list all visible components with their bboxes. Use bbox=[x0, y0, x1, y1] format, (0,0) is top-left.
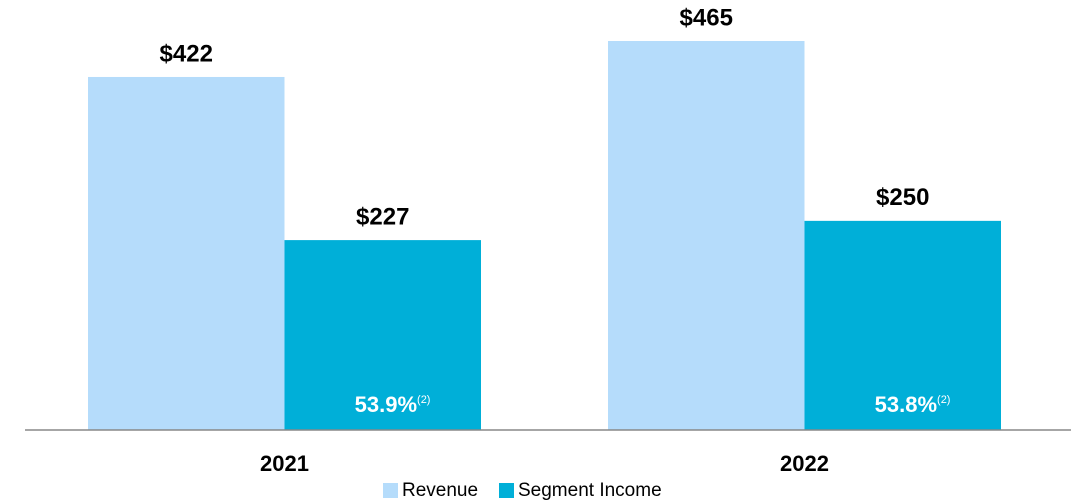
bar bbox=[284, 240, 481, 430]
legend-label: Segment Income bbox=[518, 480, 662, 501]
x-tick-label: 2022 bbox=[780, 451, 829, 476]
annotation: 53.9%(2) bbox=[355, 392, 431, 417]
bar bbox=[804, 220, 1001, 430]
value-label: $465 bbox=[680, 4, 733, 31]
x-tick-label: 2021 bbox=[260, 451, 309, 476]
value-label: $250 bbox=[876, 184, 929, 211]
annotation-text: 53.9% bbox=[355, 392, 417, 417]
annotation-superscript: (2) bbox=[937, 394, 950, 406]
annotation-superscript: (2) bbox=[417, 394, 430, 406]
bar bbox=[608, 41, 805, 430]
annotation: 53.8%(2) bbox=[875, 392, 951, 417]
value-label: $227 bbox=[356, 203, 409, 230]
annotation-text: 53.8% bbox=[875, 392, 937, 417]
value-label: $422 bbox=[160, 40, 213, 67]
legend-label: Revenue bbox=[402, 480, 478, 501]
legend-swatch bbox=[499, 483, 514, 498]
legend-swatch bbox=[383, 483, 398, 498]
bar bbox=[88, 76, 285, 430]
